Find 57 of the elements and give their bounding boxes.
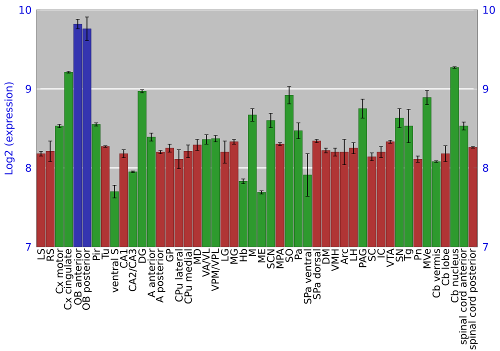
x-tick-label: Cb lobe [442, 248, 450, 286]
y-tick-label: 9 [26, 84, 32, 93]
x-tick-label: SPa dorsal [312, 249, 321, 299]
x-tick-label: Cx motor [56, 248, 64, 294]
x-tick-label: CPu medial [184, 249, 192, 304]
x-tick-label: Pn [414, 249, 422, 260]
x-tick-label: VMH [332, 249, 339, 271]
x-tick-label: spinal cord posterior [468, 248, 478, 350]
x-tick-label: DM [322, 249, 330, 264]
x-tick-label: VTA [386, 248, 394, 268]
x-tick-label: VPM/VPL [212, 248, 220, 292]
x-tick-label: Cx cingulate [64, 248, 74, 310]
y2-tick-label: 7 [483, 242, 488, 251]
x-tick-label: PAG [358, 249, 366, 267]
x-tick-label: MD [194, 248, 201, 264]
x-tick-label: Arc [340, 248, 348, 264]
x-tick-label: Cb vermis [432, 248, 440, 298]
y-tick-label: 10 [20, 6, 32, 14]
x-tick-label: spinal cord anterior [458, 248, 469, 344]
x-tick-label: LH [350, 249, 358, 260]
x-tick-label: Tg [404, 249, 414, 261]
x-tick-label: A posterior [156, 248, 166, 302]
x-tick-label: VA/VL [202, 248, 210, 277]
x-tick-label: Cb nucleus [450, 248, 458, 302]
x-tick-label: GP [166, 248, 174, 262]
x-tick-label: SCN [267, 249, 275, 268]
y2-tick-label: 8 [482, 164, 488, 172]
x-tick-label: IC [377, 248, 385, 258]
x-tick-label: SN [396, 249, 404, 262]
x-tick-label: SPa ventral [304, 249, 312, 304]
x-tick-label: Pa [294, 249, 302, 259]
y-tick-label: 7 [26, 242, 31, 251]
x-tick-label: MG [230, 249, 238, 264]
x-tick-label: CPu lateral [175, 249, 183, 302]
x-tick-label: M [248, 249, 256, 256]
x-tick-label: ventral S [110, 248, 118, 292]
x-tick-label: OB anterior [74, 248, 82, 305]
x-tick-label: DG [138, 249, 146, 263]
x-tick-label: Tu [102, 249, 110, 260]
x-tick-label: SC [368, 248, 376, 261]
y2-tick-label: 10 [483, 6, 495, 14]
x-tick-label: MPA [276, 248, 284, 268]
y2-tick-label: 9 [482, 84, 488, 93]
x-tick-label: Pir [92, 248, 100, 260]
x-tick-label: RS [46, 248, 54, 261]
x-tick-label: ME [258, 249, 266, 262]
x-tick-label: CA1 [120, 249, 128, 268]
x-tick-label: LS [37, 248, 45, 260]
y-axis-title: Log2 (expression) [4, 82, 15, 174]
x-tick-label: OB posterior [82, 248, 92, 310]
x-tick-label: CA2/CA3 [128, 249, 138, 292]
x-tick-label: A anterior [147, 248, 156, 298]
x-tick-label: SO [285, 248, 293, 262]
x-tick-label: Hb [239, 248, 248, 262]
x-tick-label: LG [221, 249, 229, 261]
x-tick-label: MVe [423, 248, 431, 268]
y-tick-label: 8 [26, 164, 32, 172]
